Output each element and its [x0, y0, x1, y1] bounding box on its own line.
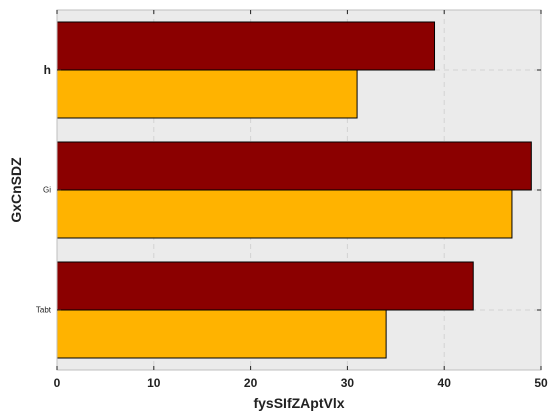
bar-yellow-Gi	[56, 189, 513, 239]
x-tick-label: 40	[438, 376, 452, 390]
x-tick-label: 30	[341, 376, 355, 390]
y-tick-label: Tabt	[36, 306, 52, 315]
bar-red-Tabt	[56, 261, 474, 311]
bar-red-Gi	[56, 141, 532, 191]
x-tick-label: 20	[244, 376, 258, 390]
y-tick-label: Gi	[43, 186, 51, 195]
x-axis-title: fysSIfZAptVlx	[253, 395, 344, 411]
bars	[56, 21, 532, 359]
axis-ticks: 0 10 20 30 40 50 h Gi Tabt	[36, 10, 548, 390]
y-axis-title: GxCnSDZ	[8, 157, 24, 223]
bar-yellow-h	[56, 69, 358, 119]
bar-red-h	[56, 21, 436, 71]
x-tick-label: 0	[54, 376, 61, 390]
bar-yellow-Tabt	[56, 309, 387, 359]
x-tick-label: 50	[534, 376, 548, 390]
y-tick-label: h	[44, 63, 51, 77]
x-tick-label: 10	[147, 376, 161, 390]
